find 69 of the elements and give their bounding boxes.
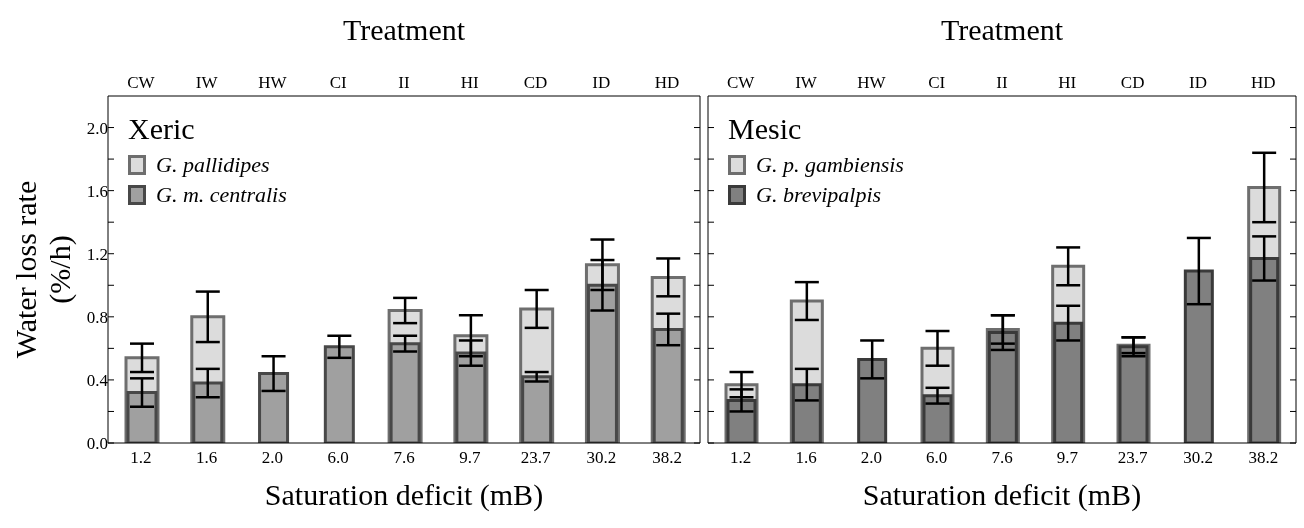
legend-label: G. p. gambiensis <box>755 151 904 179</box>
text: CI <box>329 73 348 92</box>
x-tick-label: 38.2 <box>1248 448 1279 468</box>
bar <box>258 372 290 443</box>
bar <box>652 327 684 443</box>
x-tick-label: 9.7 <box>1056 448 1079 468</box>
text: CW <box>726 73 756 92</box>
x-tick-label: 9.7 <box>459 448 481 468</box>
legend-label: G. brevipalpis <box>755 181 883 209</box>
text: CD <box>523 73 548 92</box>
text: IW <box>195 73 219 92</box>
bar <box>521 375 553 443</box>
text: CI <box>928 73 946 92</box>
text: CW <box>127 73 156 92</box>
text: HW <box>258 73 288 92</box>
y-tick-label: 2.0 <box>86 118 108 138</box>
bar <box>857 357 888 443</box>
y-tick-label: 1.2 <box>86 244 108 264</box>
legend-title: Xeric <box>128 112 196 146</box>
bar <box>126 391 158 443</box>
bar <box>1053 321 1084 443</box>
bar <box>586 283 618 443</box>
text: II <box>398 73 410 92</box>
text: CD <box>1120 73 1145 92</box>
text: HI <box>460 73 480 92</box>
text: ID <box>592 73 611 92</box>
x-tick-label: 2.0 <box>860 448 882 468</box>
legend-label: G. m. centralis <box>155 181 287 209</box>
legend-title: Mesic <box>728 112 803 146</box>
x-tick-label: 7.6 <box>393 448 415 468</box>
x-tick-label: 30.2 <box>586 448 617 468</box>
x-tick-label: 38.2 <box>652 448 682 468</box>
bar <box>192 381 224 443</box>
bar <box>455 351 487 443</box>
y-axis-title: Water loss rate (%/h) <box>9 180 77 359</box>
y-tick-label: 0.0 <box>86 434 108 454</box>
x-tick-label: 23.7 <box>1117 448 1149 468</box>
y-tick-label: 0.4 <box>86 370 109 390</box>
x-tick-label: 1.2 <box>130 448 152 468</box>
text: HD <box>1251 73 1276 92</box>
text: II <box>996 73 1008 92</box>
text: HI <box>1058 73 1077 92</box>
x-tick-label: 7.6 <box>991 448 1013 468</box>
y-tick-label: 1.6 <box>86 181 108 201</box>
bar <box>791 383 822 443</box>
bar <box>389 342 421 443</box>
x-axis-title: Saturation deficit (mB) <box>862 478 1142 512</box>
x-axis-title: Saturation deficit (mB) <box>264 478 544 512</box>
x-tick-label: 2.0 <box>261 448 284 468</box>
text: IW <box>795 73 818 92</box>
x-tick-label: 30.2 <box>1183 448 1213 468</box>
text: ID <box>1189 73 1207 92</box>
text: HW <box>857 73 887 92</box>
x-tick-label: 1.2 <box>730 448 752 468</box>
x-tick-label: 23.7 <box>520 448 551 468</box>
x-tick-label: 1.6 <box>196 448 218 468</box>
bar <box>726 398 757 443</box>
x-tick-label: 1.6 <box>795 448 817 468</box>
x2-axis-title: Treatment <box>342 13 466 46</box>
text: HD <box>654 73 680 92</box>
y-tick-label: 0.8 <box>86 307 108 327</box>
bar <box>922 394 953 443</box>
legend-label: G. pallidipes <box>155 151 271 179</box>
bar <box>323 345 355 443</box>
bar <box>1249 256 1280 443</box>
x2-axis-title: Treatment <box>940 13 1064 46</box>
x-tick-label: 6.0 <box>327 448 349 468</box>
bar <box>1183 269 1214 443</box>
x-tick-label: 6.0 <box>926 448 948 468</box>
